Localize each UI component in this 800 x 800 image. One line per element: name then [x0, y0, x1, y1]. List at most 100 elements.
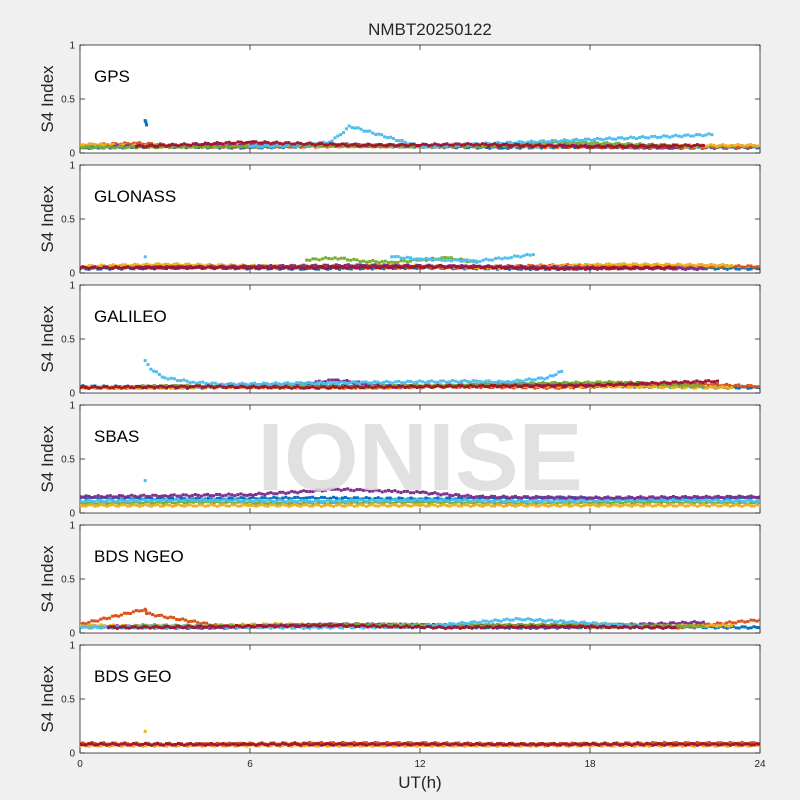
data-point	[354, 266, 358, 270]
data-point	[263, 140, 267, 144]
data-point	[648, 503, 652, 507]
data-point	[643, 384, 647, 388]
data-point	[299, 502, 303, 506]
data-point	[248, 503, 252, 507]
data-point	[346, 385, 350, 389]
data-point	[200, 501, 204, 505]
data-markers	[80, 479, 760, 508]
data-point	[458, 266, 462, 270]
data-point	[634, 384, 638, 388]
data-point	[455, 264, 459, 268]
data-point	[749, 145, 753, 149]
data-point	[582, 144, 586, 148]
data-point	[156, 144, 160, 148]
data-point	[539, 376, 543, 380]
data-point	[305, 258, 309, 262]
data-point	[746, 497, 750, 501]
data-point	[96, 497, 100, 501]
data-point	[579, 144, 583, 148]
data-point	[212, 266, 216, 270]
data-point	[80, 386, 82, 390]
data-point	[412, 501, 416, 505]
data-point	[657, 145, 661, 149]
data-point	[281, 142, 285, 146]
data-point	[579, 383, 583, 387]
data-point	[415, 257, 419, 261]
data-markers	[80, 119, 760, 150]
data-point	[467, 265, 471, 269]
data-point	[187, 494, 191, 498]
data-point	[184, 493, 188, 497]
data-point	[546, 501, 550, 505]
data-point	[102, 143, 106, 147]
data-point	[584, 262, 588, 266]
data-point	[516, 499, 520, 503]
data-point	[677, 501, 681, 505]
data-point	[96, 266, 100, 270]
data-point	[591, 503, 595, 507]
data-point	[601, 381, 605, 385]
data-point	[293, 142, 297, 146]
data-point	[111, 495, 115, 499]
data-point	[215, 498, 219, 502]
data-point	[323, 263, 327, 267]
data-point	[197, 265, 201, 269]
data-point	[570, 499, 574, 503]
data-point	[551, 374, 555, 378]
data-point	[507, 503, 511, 507]
data-point	[129, 498, 133, 502]
data-point	[314, 263, 318, 267]
data-point	[506, 380, 510, 384]
data-point	[257, 386, 261, 390]
data-point	[572, 386, 576, 390]
data-point	[636, 503, 640, 507]
data-point	[619, 262, 623, 266]
data-point	[481, 504, 485, 508]
data-point	[721, 385, 725, 389]
data-point	[737, 498, 741, 502]
data-point	[272, 500, 276, 504]
data-point	[552, 499, 556, 503]
data-point	[737, 386, 741, 390]
data-point	[383, 259, 387, 263]
data-point	[545, 267, 549, 271]
data-point	[361, 259, 365, 263]
data-point	[197, 501, 201, 505]
data-point	[698, 380, 702, 384]
data-point	[379, 381, 383, 385]
data-point	[376, 496, 380, 500]
data-point	[230, 146, 234, 150]
data-point	[169, 376, 173, 380]
data-point	[473, 265, 477, 269]
data-point	[588, 383, 592, 387]
data-point	[388, 384, 392, 388]
data-point	[433, 144, 437, 148]
data-point	[431, 258, 435, 262]
data-point	[233, 143, 237, 147]
data-point	[613, 263, 617, 267]
data-point	[752, 500, 756, 504]
data-point	[326, 503, 330, 507]
data-point	[403, 143, 407, 147]
data-point	[159, 384, 163, 388]
data-point	[330, 378, 334, 382]
data-point	[493, 384, 497, 388]
data-point	[355, 384, 359, 388]
data-point	[537, 504, 541, 508]
data-point	[586, 380, 590, 384]
data-point	[610, 266, 614, 270]
data-point	[534, 504, 538, 508]
data-point	[87, 264, 91, 268]
data-point	[87, 494, 91, 498]
data-point	[739, 143, 743, 147]
data-point	[601, 265, 605, 269]
data-point	[724, 264, 728, 268]
data-point	[528, 498, 532, 502]
data-point	[327, 140, 331, 144]
data-point	[409, 380, 413, 384]
data-point	[321, 140, 325, 144]
data-point	[642, 144, 646, 148]
data-point	[581, 266, 585, 270]
data-point	[469, 142, 473, 146]
data-point	[176, 384, 180, 388]
